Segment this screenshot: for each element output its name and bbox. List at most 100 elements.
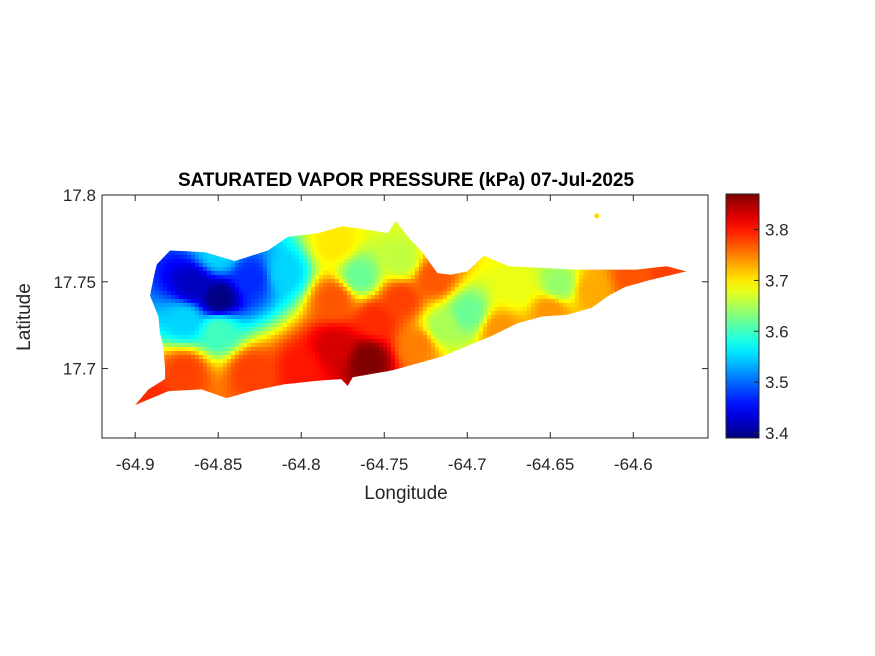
- field-cell: [487, 311, 492, 316]
- field-cell: [199, 303, 204, 308]
- field-cell: [527, 291, 532, 296]
- field-cell: [227, 311, 232, 316]
- field-cell: [359, 303, 364, 308]
- field-cell: [219, 267, 224, 272]
- field-cell: [411, 267, 416, 272]
- field-cell: [431, 323, 436, 328]
- field-cell: [467, 315, 472, 320]
- field-cell: [451, 279, 456, 284]
- field-cell: [163, 343, 168, 348]
- field-cell: [307, 347, 312, 352]
- field-cell: [447, 323, 452, 328]
- field-cell: [487, 307, 492, 312]
- field-cell: [603, 291, 608, 296]
- field-cell: [375, 311, 380, 316]
- field-cell: [247, 287, 252, 292]
- field-cell: [183, 303, 188, 308]
- field-cell: [415, 251, 420, 256]
- field-cell: [259, 323, 264, 328]
- field-cell: [299, 311, 304, 316]
- field-cell: [287, 235, 292, 240]
- field-cell: [191, 275, 196, 280]
- field-cell: [559, 275, 564, 280]
- field-cell: [331, 263, 336, 268]
- field-cell: [203, 275, 208, 280]
- field-cell: [235, 311, 240, 316]
- field-cell: [395, 327, 400, 332]
- field-cell: [251, 315, 256, 320]
- field-cell: [411, 327, 416, 332]
- field-cell: [479, 331, 484, 336]
- field-cell: [303, 347, 308, 352]
- field-cell: [291, 307, 296, 312]
- field-cell: [439, 303, 444, 308]
- field-cell: [239, 271, 244, 276]
- field-cell: [211, 255, 216, 260]
- field-cell: [371, 335, 376, 340]
- field-cell: [191, 335, 196, 340]
- field-cell: [375, 303, 380, 308]
- field-cell: [167, 279, 172, 284]
- field-cell: [191, 271, 196, 276]
- field-cell: [163, 351, 168, 356]
- field-cell: [491, 319, 496, 324]
- field-cell: [427, 323, 432, 328]
- field-cell: [203, 303, 208, 308]
- field-cell: [427, 335, 432, 340]
- field-cell: [247, 283, 252, 288]
- field-cell: [411, 259, 416, 264]
- field-cell: [307, 315, 312, 320]
- field-cell: [191, 355, 196, 360]
- field-cell: [543, 303, 548, 308]
- field-cell: [283, 323, 288, 328]
- field-cell: [435, 283, 440, 288]
- field-cell: [259, 315, 264, 320]
- field-cell: [259, 307, 264, 312]
- field-cell: [235, 323, 240, 328]
- field-cell: [283, 263, 288, 268]
- field-cell: [187, 271, 192, 276]
- field-cell: [391, 335, 396, 340]
- field-cell: [387, 323, 392, 328]
- field-cell: [387, 235, 392, 240]
- field-cell: [367, 287, 372, 292]
- field-cell: [163, 327, 168, 332]
- field-cell: [255, 351, 260, 356]
- field-cell: [391, 235, 396, 240]
- field-cell: [411, 303, 416, 308]
- field-cell: [567, 271, 572, 276]
- field-cell: [511, 311, 516, 316]
- field-cell: [263, 259, 268, 264]
- field-cell: [315, 267, 320, 272]
- field-cell: [215, 271, 220, 276]
- field-cell: [323, 243, 328, 248]
- field-cell: [323, 307, 328, 312]
- field-cell: [211, 279, 216, 284]
- field-cell: [255, 339, 260, 344]
- field-cell: [579, 291, 584, 296]
- field-cell: [335, 299, 340, 304]
- field-cell: [175, 267, 180, 272]
- field-cell: [275, 271, 280, 276]
- field-cell: [255, 283, 260, 288]
- field-cell: [571, 283, 576, 288]
- field-cell: [203, 323, 208, 328]
- field-cell: [279, 351, 284, 356]
- field-cell: [319, 267, 324, 272]
- field-cell: [403, 267, 408, 272]
- field-cell: [235, 303, 240, 308]
- field-cell: [623, 271, 628, 276]
- field-cell: [163, 323, 168, 328]
- field-cell: [399, 331, 404, 336]
- field-cell: [231, 279, 236, 284]
- field-cell: [363, 243, 368, 248]
- field-cell: [511, 291, 516, 296]
- field-cell: [287, 251, 292, 256]
- field-cell: [475, 287, 480, 292]
- field-cell: [291, 323, 296, 328]
- field-cell: [391, 239, 396, 244]
- field-cell: [359, 259, 364, 264]
- field-cell: [467, 303, 472, 308]
- field-cell: [207, 303, 212, 308]
- field-cell: [351, 319, 356, 324]
